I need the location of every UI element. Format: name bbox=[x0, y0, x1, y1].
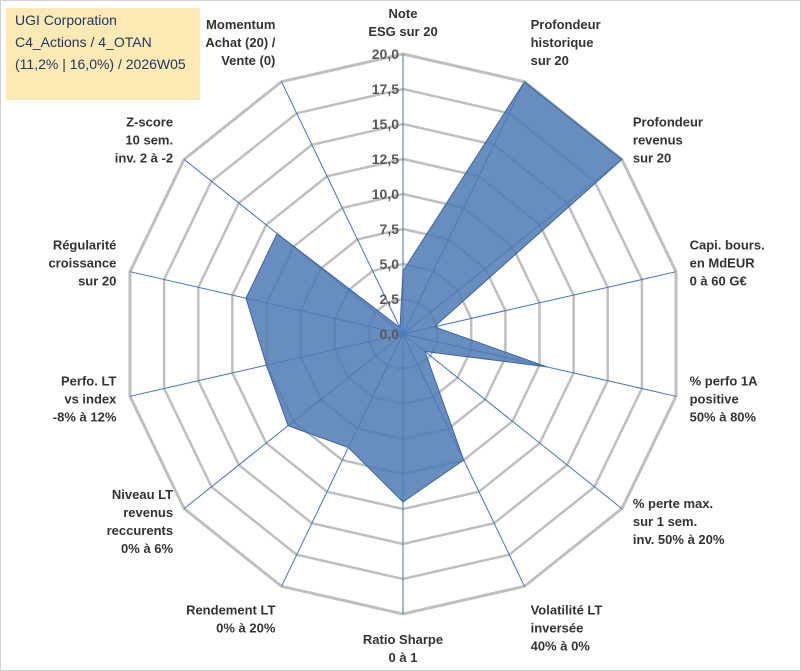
axis-label-line: 10 sem. bbox=[125, 133, 173, 148]
axis-label-line: reccurents bbox=[107, 523, 173, 538]
tick-label: 0,0 bbox=[380, 326, 400, 342]
tick-label: 5,0 bbox=[380, 256, 400, 272]
data-point bbox=[399, 326, 401, 329]
axis-label-line: Rendement LT bbox=[186, 603, 275, 618]
axis-label-line: inv. 2 à -2 bbox=[115, 151, 173, 166]
data-point bbox=[523, 80, 526, 83]
data-point bbox=[402, 270, 404, 272]
data-point bbox=[347, 446, 350, 449]
axis-label-line: Volatilité LT bbox=[531, 603, 603, 618]
axis-label-line: sur 1 sem. bbox=[633, 514, 697, 529]
axis-label-line: vs index bbox=[64, 392, 117, 407]
data-point bbox=[402, 501, 404, 503]
axis-label-line: 0% à 6% bbox=[121, 541, 173, 556]
axis-label: Note ESG sur 20 bbox=[368, 6, 437, 39]
axis-label-line: inv. 50% à 20% bbox=[633, 532, 725, 547]
axis-label-line: Capi. bours. bbox=[690, 237, 765, 252]
axis-label-line: en MdEUR bbox=[690, 255, 756, 270]
axis-label-line: 50% à 80% bbox=[690, 410, 757, 425]
axis-label-line: Vente (0) bbox=[221, 53, 275, 68]
axis-label: Capi. bours. en MdEUR 0 à 60 G€ bbox=[690, 237, 765, 288]
axis-label-line: positive bbox=[690, 392, 739, 407]
data-point bbox=[433, 326, 436, 328]
axis-label: Profondeur historique sur 20 bbox=[531, 17, 601, 68]
data-point bbox=[245, 297, 247, 300]
axis-label-line: 40% à 0% bbox=[531, 639, 591, 654]
axis-label-line: inversée bbox=[531, 621, 584, 636]
axis-label: Niveau LT revenus reccurents 0% à 6% bbox=[107, 487, 174, 556]
axis-label: Perfo. LT vs index -8% à 12% bbox=[53, 374, 117, 425]
axis-spoke bbox=[402, 333, 623, 509]
tick-label: 15,0 bbox=[372, 116, 399, 132]
axis-label: Ratio Sharpe 0 à 1 bbox=[363, 632, 443, 665]
axis-label: Profondeur revenus sur 20 bbox=[633, 115, 703, 166]
title-line-category: C4_Actions / 4_OTAN bbox=[15, 34, 152, 50]
data-point bbox=[424, 350, 426, 353]
axis-label-line: sur 20 bbox=[531, 53, 569, 68]
axis-label-line: Ratio Sharpe bbox=[363, 632, 443, 647]
axis-label-line: Niveau LT bbox=[112, 487, 173, 502]
axis-label: Momentum Achat (20) / Vente (0) bbox=[205, 17, 275, 68]
tick-label: 7,5 bbox=[380, 221, 400, 237]
axis-label-line: Profondeur bbox=[531, 17, 601, 32]
axis-label-line: % perte max. bbox=[633, 496, 713, 511]
axis-label-line: Profondeur bbox=[633, 115, 703, 130]
axis-label-line: Régularité bbox=[53, 237, 117, 252]
tick-label: 2,5 bbox=[380, 291, 400, 307]
title-line-scores: (11,2% | 16,0%) / 2026W05 bbox=[15, 56, 186, 72]
data-point bbox=[462, 459, 465, 461]
tick-label: 20,0 bbox=[372, 46, 399, 62]
axis-label: % perte max. sur 1 sem. inv. 50% à 20% bbox=[633, 496, 725, 547]
data-point bbox=[545, 365, 548, 368]
axis-label-line: revenus bbox=[123, 505, 173, 520]
axis-label: Volatilité LT inversée 40% à 0% bbox=[531, 603, 603, 654]
axis-label: Régularité croissance sur 20 bbox=[48, 237, 116, 288]
axis-label-line: % perfo 1A bbox=[690, 374, 759, 389]
data-point bbox=[276, 232, 278, 235]
axis-label-line: -8% à 12% bbox=[53, 410, 117, 425]
axis-label-line: 0% à 20% bbox=[216, 621, 276, 636]
data-point bbox=[265, 364, 268, 367]
axis-label-line: 0 à 60 G€ bbox=[690, 273, 747, 288]
axis-spoke bbox=[402, 271, 677, 335]
axis-label-line: Note bbox=[389, 6, 418, 21]
axis-label-line: croissance bbox=[48, 255, 116, 270]
series-area bbox=[245, 80, 623, 503]
axis-label-line: Z-score bbox=[126, 115, 173, 130]
axis-label-line: revenus bbox=[633, 133, 683, 148]
chart-title-box: UGI Corporation C4_Actions / 4_OTAN (11,… bbox=[6, 8, 200, 100]
axis-label-line: ESG sur 20 bbox=[368, 24, 437, 39]
axis-label-line: sur 20 bbox=[78, 273, 116, 288]
tick-label: 12,5 bbox=[372, 151, 399, 167]
tick-label: 17,5 bbox=[372, 81, 399, 97]
axis-label-line: Momentum bbox=[206, 17, 275, 32]
axis-label-line: 0 à 1 bbox=[389, 650, 418, 665]
data-point bbox=[287, 424, 289, 427]
axis-spoke bbox=[281, 81, 404, 335]
axis-label: Z-score 10 sem. inv. 2 à -2 bbox=[115, 115, 173, 166]
axis-label: % perfo 1A positive 50% à 80% bbox=[690, 374, 759, 425]
tick-label: 10,0 bbox=[372, 186, 399, 202]
axis-label: Rendement LT 0% à 20% bbox=[186, 603, 276, 636]
title-line-company: UGI Corporation bbox=[15, 12, 117, 28]
axis-label-line: Perfo. LT bbox=[61, 374, 116, 389]
axis-label-line: historique bbox=[531, 35, 594, 50]
axis-label-line: Achat (20) / bbox=[205, 35, 275, 50]
data-point bbox=[621, 158, 623, 161]
axis-label-line: sur 20 bbox=[633, 151, 671, 166]
